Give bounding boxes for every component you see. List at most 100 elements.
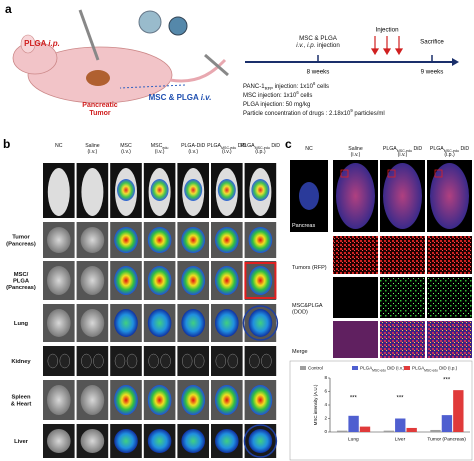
panel-letter: a — [5, 2, 12, 16]
text-span: (i.v.) — [155, 149, 165, 155]
column-label: NC — [305, 146, 313, 152]
significance: *** — [396, 396, 404, 402]
text-span: Pancreatic — [82, 102, 118, 109]
column-label: (i.v.) — [121, 149, 131, 155]
text-span: (i.v.) — [351, 152, 361, 158]
timeline-label: MSC & PLGA — [299, 35, 338, 42]
signal — [150, 179, 169, 201]
text-span: i.v. — [201, 93, 212, 102]
organ — [181, 429, 205, 453]
text-span: Spleen — [11, 394, 30, 400]
column-label: MSCedu — [151, 143, 169, 150]
column-label: PLGAMSC-edu DiD — [430, 146, 469, 153]
organ — [215, 227, 239, 253]
text-span: 6 — [313, 81, 316, 86]
bar — [383, 430, 395, 432]
text-span: edu — [162, 146, 168, 150]
bar — [441, 415, 453, 432]
text-span: (i.p.) — [444, 152, 455, 158]
bar — [430, 429, 441, 432]
legend-label: PLGAMSC-edu DiD (i.v.) — [360, 366, 405, 373]
micrograph — [380, 321, 425, 358]
text-span: MSC-edu — [255, 146, 270, 150]
text-span: PANC-1 — [243, 84, 265, 90]
text-span: 6 — [296, 90, 299, 95]
organ — [181, 266, 205, 295]
text-span: NC — [55, 143, 63, 149]
row-label: Lung — [14, 321, 29, 327]
column-label: MSC — [120, 143, 132, 149]
mouse — [81, 168, 104, 216]
column-label: (i.v.) — [155, 149, 165, 155]
text-span: 9 — [350, 108, 353, 113]
organ — [215, 309, 239, 337]
text-span: Saline — [348, 146, 363, 152]
text-span: Lung — [14, 321, 29, 327]
text-span: Tumors (RFP) — [292, 265, 327, 271]
organ — [249, 353, 260, 369]
text-span: Merge — [292, 349, 308, 355]
text-span: (Pancreas) — [6, 285, 36, 291]
signal — [184, 179, 203, 201]
text-span: (Pancreas) — [6, 241, 36, 247]
bar — [453, 390, 464, 432]
organ — [47, 309, 71, 337]
organ — [147, 309, 172, 337]
organ — [81, 353, 92, 369]
row-label: Liver — [14, 439, 29, 445]
organ — [47, 385, 71, 415]
y-tick-label: 2 — [324, 416, 327, 421]
organ — [47, 429, 71, 453]
organ — [160, 353, 171, 369]
text-span: PLGA — [13, 278, 30, 284]
label: MSC & PLGA i.v. — [149, 93, 212, 102]
text-span: cells — [315, 84, 329, 90]
organ — [261, 353, 272, 369]
text-span: PLGA — [24, 39, 48, 48]
row-label: Merge — [292, 349, 308, 355]
text-span: DiD — [459, 146, 469, 152]
text-span: PLGA-DiD — [181, 143, 205, 149]
y-tick-label: 4 — [324, 402, 327, 407]
timeline-label: i.v., i.p. injection — [296, 42, 340, 49]
text-span: MSC & PLGA — [299, 35, 338, 42]
column-label: (i.p.) — [444, 152, 455, 158]
column-label: (i.v.) — [222, 149, 232, 155]
row-label: Pancreas — [292, 223, 315, 229]
label: Tumor — [89, 110, 111, 117]
info-line: PLGA injection: 50 mg/kg — [243, 102, 310, 108]
info-line: Particle concentration of drugs : 2.18x1… — [243, 108, 385, 117]
row-label: (Pancreas) — [6, 285, 36, 291]
text-span: injection: 1x10 — [273, 84, 314, 90]
text-span: PLGA — [430, 146, 444, 152]
text-span: MSC-edu — [424, 368, 438, 372]
organ — [114, 385, 138, 415]
row-label: PLGA — [13, 278, 30, 284]
organ — [181, 353, 193, 369]
text-span: DiD — [270, 143, 280, 149]
organ — [114, 309, 138, 337]
organ — [215, 353, 227, 369]
label: PLGA i.p. — [24, 39, 60, 48]
column-label: PLGAMSC-edu DiD — [241, 143, 280, 150]
text-span: MSC-edu — [221, 146, 236, 150]
y-tick-label: 0 — [324, 429, 327, 434]
mouse — [47, 168, 70, 216]
organ — [59, 353, 71, 369]
chart-frame — [289, 360, 473, 461]
text-span: MSC injection: 1x10 — [243, 93, 297, 99]
tissue — [299, 182, 319, 210]
highlight-box — [244, 262, 277, 299]
organ — [148, 353, 159, 369]
micrograph — [333, 321, 378, 358]
text-span: PLGA — [360, 366, 373, 371]
organ — [147, 429, 172, 453]
bar — [337, 430, 348, 432]
text-span: (i.v.) — [121, 149, 131, 155]
column-label: Saline — [85, 143, 100, 149]
organ — [215, 429, 239, 453]
organ — [80, 385, 105, 415]
row-label: MSC&PLGA — [292, 303, 323, 309]
